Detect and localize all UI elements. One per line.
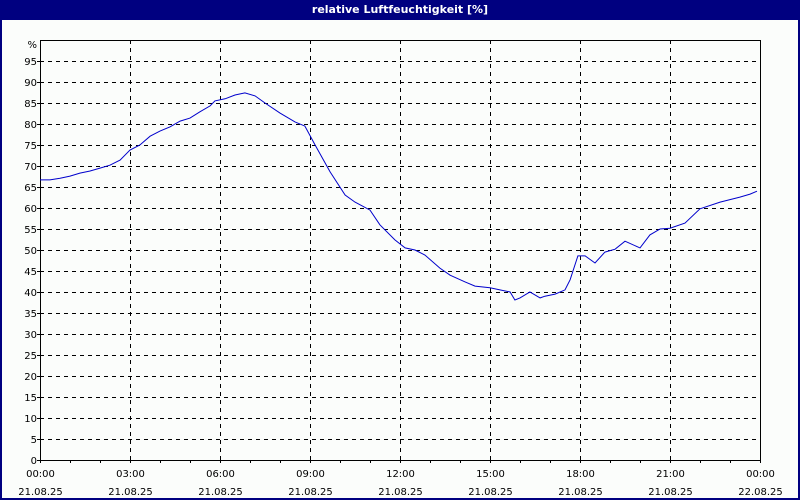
y-axis-labels: 0 5 10 15 20 25 30 35 40 45 50 55 60 65 70 75 80 85 90 95% [24,40,37,467]
x-tick-date: 21.08.25 [108,487,153,498]
axes [37,40,761,463]
y-tick-label: 30 [24,330,37,341]
humidity-series-line [40,92,758,301]
chart-title: relative Luftfeuchtigkeit [%] [0,0,800,20]
y-tick-label: 70 [24,162,37,173]
x-tick-date: 21.08.25 [648,487,693,498]
y-tick-label: 90 [24,78,37,89]
y-tick-label: 0 [31,456,37,467]
y-tick-label: 40 [24,288,37,299]
y-tick-label: 80 [24,120,37,131]
y-tick-label: 15 [24,393,37,404]
y-tick-label: 55 [24,225,37,236]
x-tick-time: 00:00 [26,469,55,480]
x-tick-time: 12:00 [386,469,415,480]
x-tick-date: 21.08.25 [198,487,243,498]
y-tick-label: 35 [24,309,37,320]
x-tick-date: 21.08.25 [288,487,333,498]
x-tick-date: 21.08.25 [558,487,603,498]
x-tick-date: 21.08.25 [468,487,513,498]
y-tick-label: 45 [24,267,37,278]
x-tick-time: 06:00 [206,469,235,480]
y-tick-label: 65 [24,183,37,194]
y-tick-label: 5 [31,435,37,446]
y-tick-label: 75 [24,141,37,152]
y-tick-label: 10 [24,414,37,425]
x-tick-time: 21:00 [656,469,685,480]
x-tick-date: 21.08.25 [378,487,423,498]
x-tick-time: 00:00 [746,469,775,480]
x-tick-date: 21.08.25 [18,487,63,498]
plot-area-border [40,40,761,461]
x-tick-time: 09:00 [296,469,325,480]
y-tick-label: 50 [24,246,37,257]
grid-lines [40,40,760,460]
x-tick-date: 22.08.25 [738,487,783,498]
y-tick-label: 25 [24,351,37,362]
y-tick-label: 60 [24,204,37,215]
x-tick-time: 03:00 [116,469,145,480]
x-axis-labels: 00:00 21.08.25 03:00 21.08.25 06:00 21.08.25 0… [18,469,783,498]
x-tick-time: 15:00 [476,469,505,480]
y-unit-label: % [27,40,37,51]
y-tick-label: 95 [24,57,37,68]
y-tick-label: 85 [24,99,37,110]
x-tick-time: 18:00 [566,469,595,480]
y-tick-label: 20 [24,372,37,383]
